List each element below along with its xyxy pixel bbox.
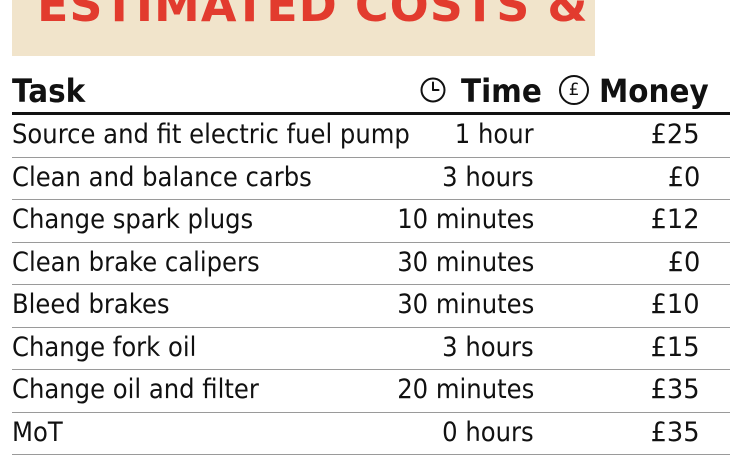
page-title: ESTIMATED COSTS & TIME — [37, 0, 595, 32]
time-cell: 30 minutes — [397, 290, 534, 320]
money-cell: £25 — [651, 120, 700, 150]
task-cell: Change fork oil — [12, 333, 196, 363]
task-cell: Clean brake calipers — [12, 248, 260, 278]
task-cell: MoT — [12, 418, 63, 448]
time-cell: 30 minutes — [397, 248, 534, 278]
costs-table: Task Time £ Money Source and fit electri… — [12, 70, 730, 455]
time-cell: 0 hours — [442, 418, 534, 448]
clock-icon — [420, 77, 446, 103]
money-cell: £15 — [651, 333, 700, 363]
money-cell: £35 — [651, 375, 700, 405]
time-cell: 3 hours — [442, 163, 534, 193]
money-cell: £10 — [651, 290, 700, 320]
money-cell: £0 — [667, 163, 700, 193]
money-cell: £12 — [651, 205, 700, 235]
money-column-header: Money — [599, 72, 709, 110]
table-header: Task Time £ Money — [12, 70, 730, 115]
time-cell: 1 hour — [455, 120, 534, 150]
task-cell: Bleed brakes — [12, 290, 170, 320]
pound-circle-icon: £ — [559, 75, 589, 105]
time-cell: 10 minutes — [397, 205, 534, 235]
time-column-header: Time — [461, 72, 542, 110]
task-cell: Clean and balance carbs — [12, 163, 312, 193]
time-cell: 20 minutes — [397, 375, 534, 405]
table-row: Change oil and filter 20 minutes £35 — [12, 370, 730, 413]
table-row: Change fork oil 3 hours £15 — [12, 328, 730, 371]
money-cell: £35 — [651, 418, 700, 448]
title-band: ESTIMATED COSTS & TIME — [12, 0, 595, 56]
task-column-header: Task — [12, 72, 85, 110]
table-row: Clean and balance carbs 3 hours £0 — [12, 158, 730, 201]
task-cell: Change oil and filter — [12, 375, 259, 405]
table-row: Change spark plugs 10 minutes £12 — [12, 200, 730, 243]
time-cell: 3 hours — [442, 333, 534, 363]
table-row: Bleed brakes 30 minutes £10 — [12, 285, 730, 328]
task-cell: Source and fit electric fuel pump — [12, 120, 410, 150]
task-cell: Change spark plugs — [12, 205, 253, 235]
table-row: Source and fit electric fuel pump 1 hour… — [12, 115, 730, 158]
table-row: MoT 0 hours £35 — [12, 413, 730, 455]
money-cell: £0 — [667, 248, 700, 278]
table-row: Clean brake calipers 30 minutes £0 — [12, 243, 730, 286]
